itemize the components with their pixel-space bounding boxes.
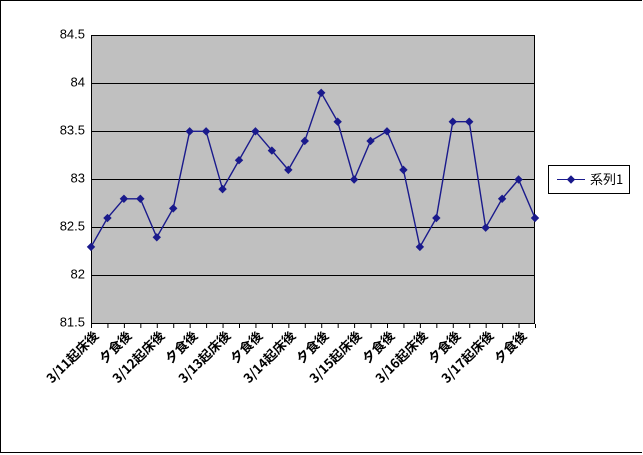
svg-text:81.5: 81.5 [60, 314, 85, 329]
svg-text:系列1: 系列1 [590, 169, 623, 188]
svg-text:82.5: 82.5 [60, 218, 85, 233]
svg-text:83: 83 [71, 170, 85, 185]
svg-text:84.5: 84.5 [60, 26, 85, 41]
svg-text:82: 82 [71, 266, 85, 281]
svg-text:83.5: 83.5 [60, 122, 85, 137]
svg-text:84: 84 [71, 74, 85, 89]
